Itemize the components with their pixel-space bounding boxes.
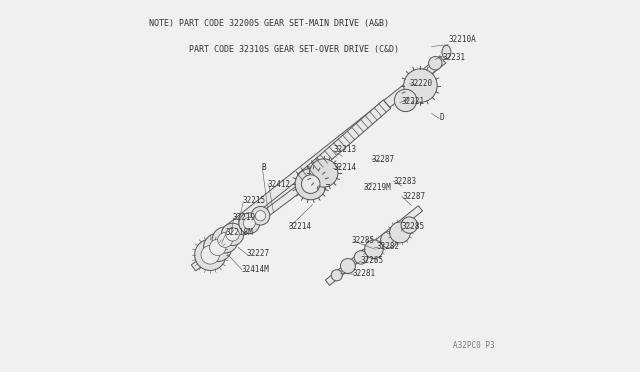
Ellipse shape xyxy=(239,213,260,234)
Text: 32219M: 32219M xyxy=(364,183,392,192)
Ellipse shape xyxy=(218,232,232,247)
Text: 32285: 32285 xyxy=(401,222,424,231)
Ellipse shape xyxy=(394,89,417,112)
Ellipse shape xyxy=(340,259,355,273)
Ellipse shape xyxy=(243,217,255,229)
Ellipse shape xyxy=(209,239,226,256)
Ellipse shape xyxy=(390,222,410,243)
Text: 32282: 32282 xyxy=(376,242,399,251)
Text: NOTE) PART CODE 32200S GEAR SET-MAIN DRIVE (A&B): NOTE) PART CODE 32200S GEAR SET-MAIN DRI… xyxy=(149,19,389,28)
Ellipse shape xyxy=(226,228,239,241)
Ellipse shape xyxy=(401,217,417,233)
Ellipse shape xyxy=(221,223,244,246)
Text: 32220: 32220 xyxy=(410,79,433,88)
Ellipse shape xyxy=(201,246,220,264)
Ellipse shape xyxy=(255,211,266,221)
Ellipse shape xyxy=(301,175,320,193)
Ellipse shape xyxy=(365,240,383,259)
Text: 32285: 32285 xyxy=(352,236,375,245)
Polygon shape xyxy=(224,56,445,234)
Text: A32PC0 P3: A32PC0 P3 xyxy=(453,341,495,350)
Text: 32218M: 32218M xyxy=(225,228,253,237)
Text: 32414M: 32414M xyxy=(242,265,269,274)
Text: D: D xyxy=(439,113,444,122)
Text: B: B xyxy=(262,163,266,172)
Text: PART CODE 32310S GEAR SET-OVER DRIVE (C&D): PART CODE 32310S GEAR SET-OVER DRIVE (C&… xyxy=(149,45,399,54)
Text: 32412: 32412 xyxy=(268,180,291,189)
Text: 32210A: 32210A xyxy=(449,35,476,44)
Text: 32281: 32281 xyxy=(353,269,376,278)
Text: 32215: 32215 xyxy=(243,196,266,205)
Text: 32221: 32221 xyxy=(401,97,424,106)
Ellipse shape xyxy=(381,232,397,248)
Polygon shape xyxy=(325,206,422,285)
Ellipse shape xyxy=(195,239,226,270)
Text: 32227: 32227 xyxy=(246,249,270,258)
Text: 32213: 32213 xyxy=(333,145,356,154)
Ellipse shape xyxy=(204,233,232,262)
Ellipse shape xyxy=(212,227,238,253)
Polygon shape xyxy=(298,100,390,183)
Ellipse shape xyxy=(295,169,326,200)
Text: 32287: 32287 xyxy=(403,192,426,201)
Text: 32231: 32231 xyxy=(443,53,466,62)
Text: 32283: 32283 xyxy=(394,177,417,186)
Ellipse shape xyxy=(442,45,451,59)
Text: 32265: 32265 xyxy=(360,256,383,265)
Ellipse shape xyxy=(354,251,367,264)
Ellipse shape xyxy=(310,159,338,187)
Ellipse shape xyxy=(404,69,437,102)
Text: 32287: 32287 xyxy=(371,155,394,164)
Text: 32214: 32214 xyxy=(289,222,312,231)
Ellipse shape xyxy=(429,57,442,70)
Text: 32214: 32214 xyxy=(333,163,356,172)
Ellipse shape xyxy=(251,206,270,225)
Ellipse shape xyxy=(331,270,342,281)
Polygon shape xyxy=(191,181,307,271)
Text: 32219: 32219 xyxy=(233,213,256,222)
